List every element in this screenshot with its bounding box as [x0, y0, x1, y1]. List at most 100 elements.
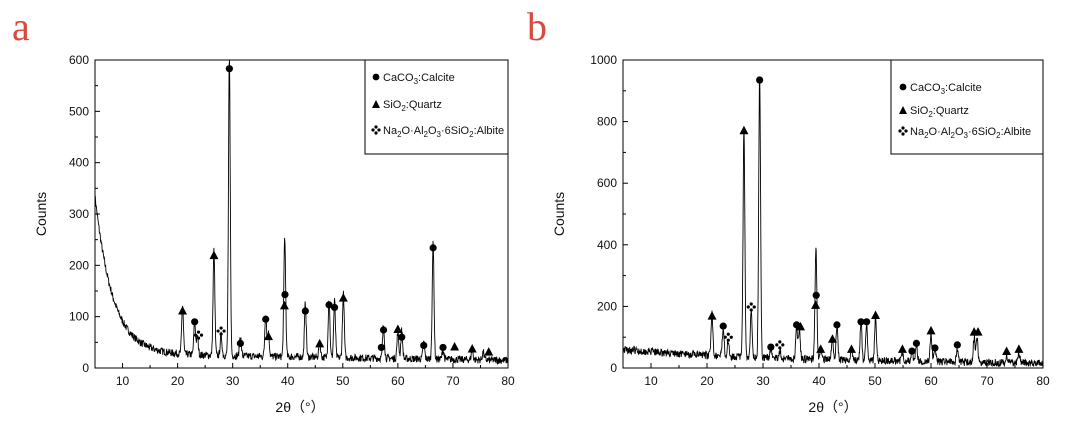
quartz-marker	[816, 344, 826, 353]
panel-label-a: a	[12, 4, 30, 49]
calcite-marker	[439, 343, 447, 352]
y-axis-title-b: Counts	[551, 192, 567, 236]
quartz-marker	[827, 334, 837, 343]
legend-albite-b: Na2O·Al2O3·6SiO2:Albite	[910, 126, 1031, 140]
y-tick-label: 600	[69, 53, 89, 67]
quartz-marker	[707, 311, 717, 320]
calcite-marker	[330, 303, 339, 312]
calcite-marker	[912, 339, 921, 347]
y-tick-label: 200	[597, 299, 617, 313]
legend-diamond-icon-b	[898, 126, 908, 136]
y-tick-label: 200	[69, 258, 89, 272]
y-tick-label: 100	[69, 310, 89, 324]
x-tick-label: 40	[812, 374, 826, 388]
x-tick-label: 20	[700, 374, 714, 388]
legend-circle-icon-b	[899, 83, 907, 91]
y-axis-title-a: Counts	[33, 192, 49, 236]
legend-box-a	[364, 59, 509, 155]
calcite-marker	[398, 333, 406, 341]
quartz-marker	[973, 327, 983, 336]
x-tick-label: 60	[924, 374, 938, 388]
calcite-marker	[281, 290, 289, 299]
x-axis-title-b: 2θ（°）	[808, 399, 857, 415]
legend-box-b	[890, 59, 1044, 155]
y-tick-label: 0	[610, 361, 617, 375]
calcite-marker	[225, 65, 233, 73]
x-axis-title-a: 2θ（°）	[275, 399, 324, 415]
calcite-marker	[236, 339, 244, 347]
x-tick-label: 50	[336, 374, 350, 388]
legend-triangle-icon-b	[899, 106, 907, 114]
y-tick-label: 1000	[590, 53, 617, 67]
albite-marker	[746, 302, 756, 312]
calcite-marker	[812, 291, 820, 299]
calcite-marker	[301, 307, 309, 315]
calcite-marker	[908, 347, 916, 355]
legend-diamond-icon-a	[371, 125, 381, 135]
x-tick-label: 40	[281, 374, 295, 388]
phase-markers-a	[178, 65, 494, 356]
calcite-marker	[377, 343, 385, 352]
calcite-marker	[719, 322, 727, 330]
x-tick-label: 80	[501, 374, 515, 388]
x-tick-label: 20	[171, 374, 185, 388]
legend-circle-icon-a	[372, 73, 380, 81]
quartz-marker	[846, 344, 856, 353]
quartz-marker	[871, 310, 881, 320]
quartz-marker	[315, 338, 325, 348]
calcite-marker	[420, 341, 428, 350]
albite-marker	[193, 330, 204, 340]
x-tick-label: 70	[980, 374, 994, 388]
panel-a: a 10 20 30 40 50 60 70 80 0 100 200 300 400 500 600 2θ…	[12, 4, 515, 415]
albite-marker	[775, 340, 785, 350]
x-tick-label: 10	[116, 374, 130, 388]
y-tick-label: 400	[69, 156, 89, 170]
legend-calcite-a: CaCO3:Calcite	[383, 72, 455, 86]
legend-a: CaCO3:Calcite SiO2:Quartz Na2O·Al2O3·6Si…	[364, 59, 509, 155]
x-tick-label: 30	[756, 374, 770, 388]
legend-quartz-a: SiO2:Quartz	[383, 99, 442, 113]
y-tick-label: 400	[597, 238, 617, 252]
calcite-marker	[931, 344, 939, 352]
calcite-marker	[863, 318, 871, 326]
quartz-marker	[209, 250, 219, 260]
quartz-marker	[897, 344, 907, 353]
y-tick-label: 500	[69, 104, 89, 118]
calcite-marker	[191, 318, 199, 326]
albite-marker	[723, 332, 733, 342]
x-tick-label: 60	[391, 374, 405, 388]
legend-quartz-b: SiO2:Quartz	[910, 105, 969, 119]
quartz-marker	[796, 321, 806, 331]
calcite-marker	[953, 341, 961, 349]
x-tick-label: 10	[644, 374, 658, 388]
quartz-marker	[811, 300, 821, 309]
panel-label-b: b	[527, 4, 547, 49]
quartz-marker	[484, 347, 494, 356]
legend-triangle-icon-a	[372, 100, 380, 108]
y-tick-label: 0	[82, 361, 89, 375]
legend-b: CaCO3:Calcite SiO2:Quartz Na2O·Al2O3·6Si…	[890, 59, 1044, 155]
quartz-marker	[926, 325, 936, 335]
calcite-marker	[767, 343, 775, 351]
calcite-marker	[262, 315, 270, 323]
y-tick-label: 600	[597, 176, 617, 190]
calcite-marker	[379, 326, 388, 334]
quartz-marker	[450, 341, 460, 351]
legend-calcite-b: CaCO3:Calcite	[910, 82, 982, 96]
y-tick-label: 800	[597, 115, 617, 129]
calcite-marker	[429, 244, 437, 252]
quartz-marker	[1014, 344, 1024, 353]
legend-albite-a: Na2O·Al2O3·6SiO2:Albite	[383, 125, 504, 139]
phase-markers-b	[707, 76, 1024, 356]
quartz-marker	[263, 331, 273, 341]
quartz-marker	[338, 293, 348, 302]
quartz-marker	[739, 125, 749, 135]
quartz-marker	[467, 343, 477, 353]
x-tick-label: 70	[446, 374, 460, 388]
diffraction-trace-a	[94, 59, 509, 366]
calcite-marker	[833, 321, 841, 329]
x-tick-label: 50	[868, 374, 882, 388]
axis-ticks-a: 10 20 30 40 50 60 70 80 0 100 200 300 400 500 600	[69, 53, 515, 388]
